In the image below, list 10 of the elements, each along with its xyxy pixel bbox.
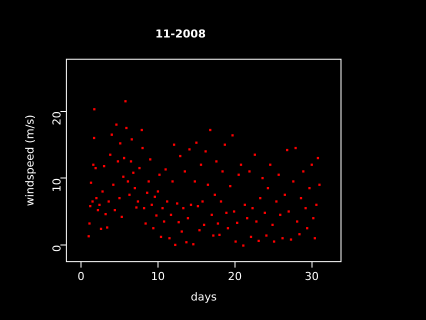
x-tick-label: 10: [150, 270, 165, 284]
y-tick-label: 20: [50, 111, 64, 126]
chart-title: 11-2008: [155, 27, 206, 40]
x-axis-title: days: [190, 290, 217, 304]
y-tick-label: 0: [50, 244, 64, 252]
y-tick-label: 10: [50, 178, 64, 192]
y-axis-title: windspeed (m/s): [23, 114, 36, 206]
x-tick-label: 0: [78, 270, 85, 284]
x-tick-label: 20: [228, 270, 242, 284]
x-tick-label: 30: [304, 270, 319, 284]
